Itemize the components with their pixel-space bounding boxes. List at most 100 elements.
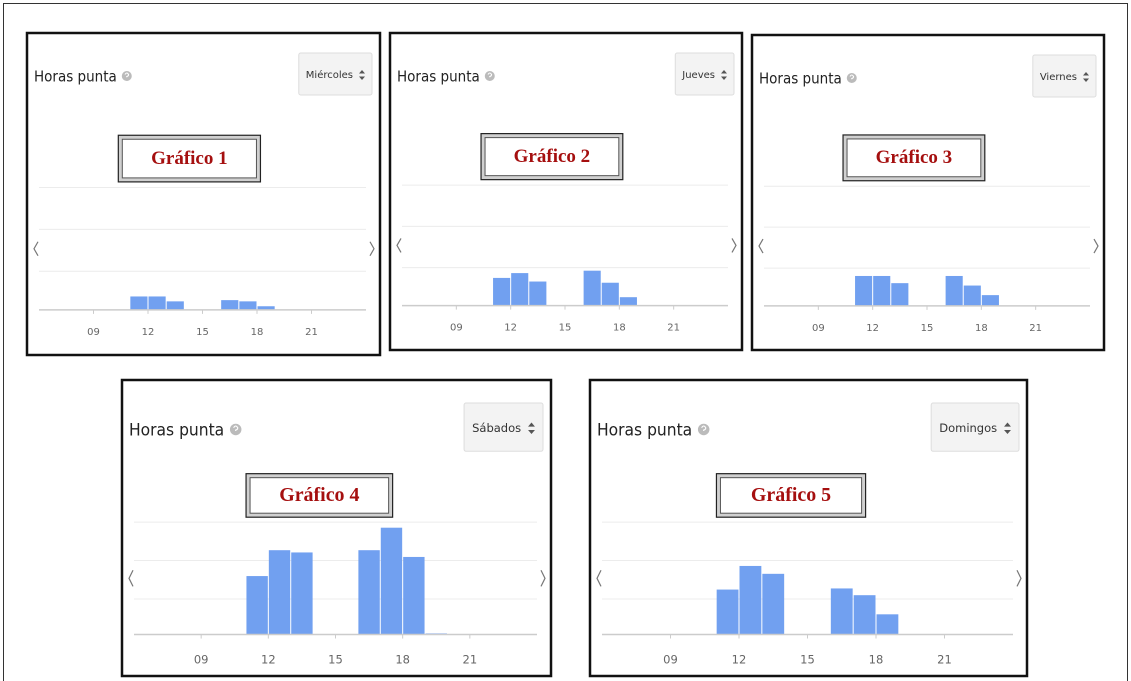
bar: [716, 589, 739, 635]
x-tick-label: 21: [305, 327, 318, 338]
x-tick-label: 21: [937, 652, 952, 666]
label-text: Gráfico 2: [514, 146, 591, 167]
bar: [762, 573, 785, 635]
label-box: [846, 138, 982, 178]
chevron-right[interactable]: [369, 241, 375, 257]
chevron-left[interactable]: [33, 241, 39, 257]
chevron-left[interactable]: [396, 238, 402, 253]
bar: [257, 306, 275, 310]
day-selector[interactable]: [930, 402, 1020, 452]
help-icon: [229, 423, 242, 436]
selector-arrows: [1083, 72, 1089, 82]
x-tick-label: 15: [921, 323, 934, 334]
x-tick-label: 12: [732, 652, 747, 666]
x-tick-label: 12: [261, 652, 276, 666]
chevron-right[interactable]: [731, 238, 737, 253]
chevron-left[interactable]: [758, 238, 764, 254]
x-tick-label: 18: [869, 652, 884, 666]
day-selector[interactable]: [1032, 54, 1097, 98]
x-tick-label: 12: [866, 323, 879, 334]
bar: [493, 277, 511, 306]
help-mark: [849, 74, 855, 80]
outer-frame: [3, 3, 1128, 681]
bar: [291, 552, 313, 635]
label-text: Gráfico 4: [279, 484, 359, 506]
help-mark: [124, 72, 130, 78]
chevron-right[interactable]: [1093, 238, 1099, 254]
help-mark: [701, 425, 707, 431]
label-box: [249, 477, 390, 514]
chevron-left[interactable]: [128, 570, 134, 587]
bar: [268, 550, 291, 635]
x-tick-label: 09: [663, 652, 678, 666]
selector-arrows: [721, 70, 727, 80]
day-selector[interactable]: [298, 52, 373, 96]
bar: [945, 275, 963, 306]
bar: [873, 275, 891, 306]
day-selector-text: Sábados: [472, 421, 521, 435]
chart-panel: Horas punta Miércoles 09 12 15 18 21 Gráfico 1: [25, 31, 382, 357]
bar: [739, 565, 762, 635]
bar: [130, 296, 148, 310]
x-tick-label: 18: [251, 327, 264, 338]
x-tick-label: 21: [667, 323, 680, 334]
selector-arrows: [359, 70, 365, 80]
x-tick-label: 18: [613, 323, 626, 334]
help-mark: [233, 425, 239, 431]
selector-arrows: [528, 422, 535, 435]
label-text: Gráfico 1: [151, 148, 228, 169]
bar: [380, 527, 403, 635]
day-selector-text: Jueves: [681, 70, 715, 81]
x-tick-label: 09: [87, 327, 100, 338]
bar: [511, 273, 529, 306]
bar: [166, 301, 184, 310]
chart-panel: Horas punta Jueves 09 12 15 18 21 Gráfico 2: [388, 31, 744, 352]
bar: [148, 296, 166, 310]
bar: [830, 588, 853, 635]
day-selector-text: Viernes: [1040, 72, 1077, 83]
panel-title: Horas punta: [597, 421, 692, 441]
x-tick-label: 15: [328, 652, 343, 666]
x-tick-label: 21: [463, 652, 478, 666]
help-icon: [697, 423, 710, 436]
x-tick-label: 09: [194, 652, 209, 666]
panel-title: Horas punta: [129, 421, 224, 441]
label-text: Gráfico 3: [876, 147, 953, 168]
day-selector[interactable]: [463, 402, 544, 452]
bar: [529, 281, 547, 306]
bar: [853, 595, 876, 635]
x-tick-label: 12: [142, 327, 155, 338]
x-tick-label: 18: [975, 323, 988, 334]
bar: [239, 301, 257, 310]
bar: [221, 300, 239, 310]
label-text: Gráfico 5: [751, 484, 831, 506]
label-box: [121, 138, 257, 179]
chart-panel: Horas punta Sábados 09 12 15 18 21 Gráfico 4: [120, 378, 553, 678]
chevron-right[interactable]: [1016, 570, 1022, 587]
day-selector[interactable]: [674, 52, 735, 96]
panel-title: Horas punta: [34, 68, 117, 86]
bar: [963, 285, 981, 306]
panel-title: Horas punta: [759, 70, 842, 88]
label-box: [719, 477, 863, 514]
day-selector-text: Domingos: [939, 421, 997, 435]
bar: [891, 283, 909, 306]
help-mark: [487, 72, 493, 78]
x-tick-label: 15: [196, 327, 209, 338]
bar: [855, 275, 873, 306]
selector-arrows: [1004, 422, 1011, 435]
x-tick-label: 09: [812, 323, 825, 334]
panel-title: Horas punta: [397, 68, 480, 86]
bar: [358, 550, 380, 635]
chart-panel: Horas punta Viernes 09 12 15 18 21 Gráfico 3: [750, 33, 1106, 352]
day-selector-text: Miércoles: [306, 69, 353, 81]
bar: [246, 576, 268, 635]
bar: [619, 297, 637, 306]
chevron-right[interactable]: [540, 570, 546, 587]
chevron-left[interactable]: [596, 570, 602, 587]
x-tick-label: 15: [559, 323, 572, 334]
label-box: [484, 137, 620, 177]
bar: [583, 270, 601, 306]
chart-panel: Horas punta Domingos 09 12 15 18 21 Gráfico 5: [588, 378, 1029, 678]
